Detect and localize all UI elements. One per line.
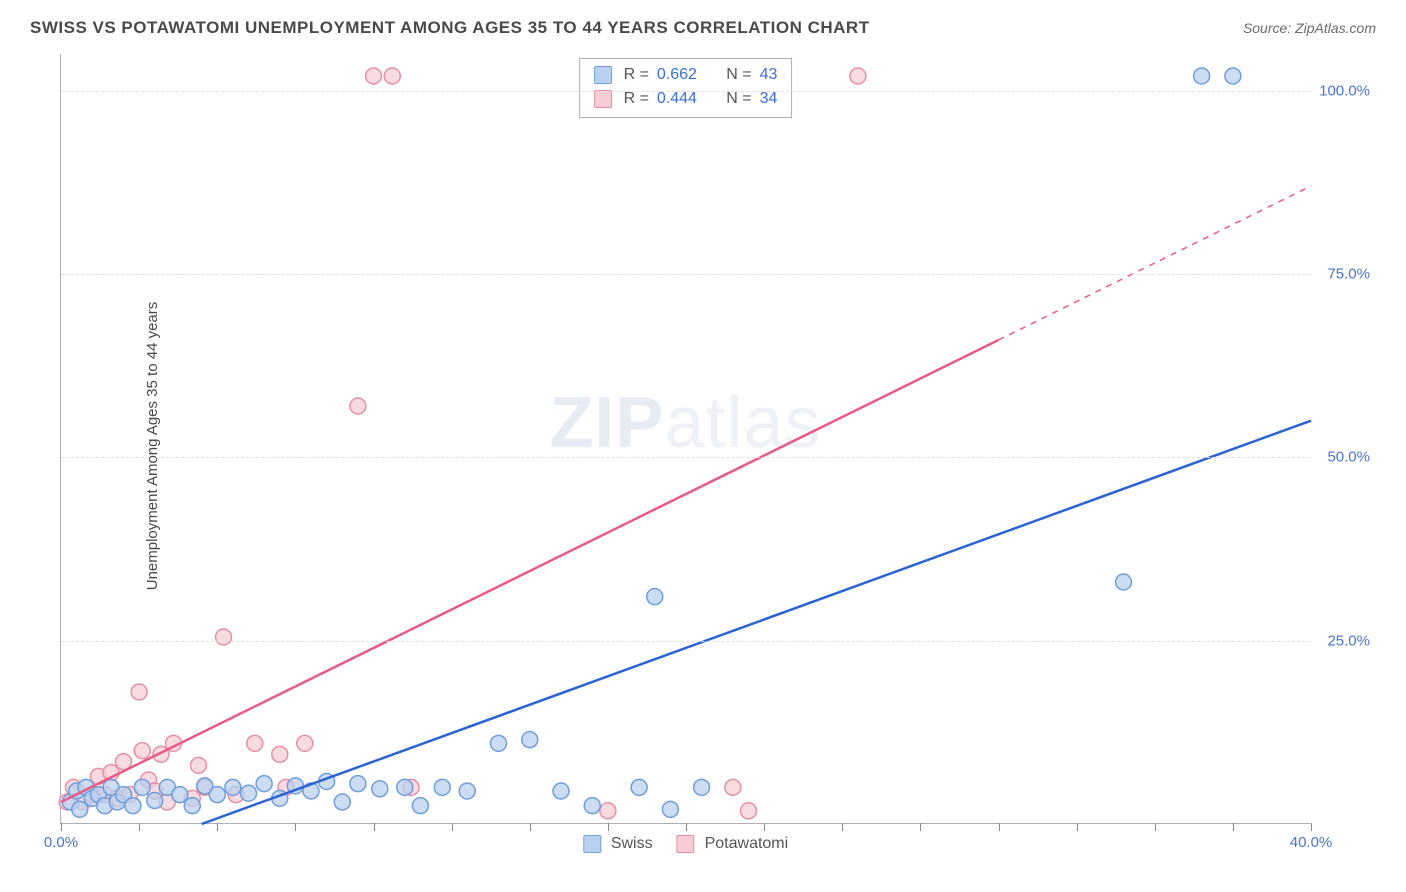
legend-swatch xyxy=(677,835,695,853)
legend-item-swiss: Swiss xyxy=(583,835,653,853)
potawatomi-swatch xyxy=(594,90,612,108)
x-tick xyxy=(999,823,1000,831)
swiss-point xyxy=(172,787,188,803)
x-tick xyxy=(139,823,140,831)
swiss-swatch xyxy=(594,66,612,84)
x-tick xyxy=(374,823,375,831)
x-tick xyxy=(842,823,843,831)
swiss-point xyxy=(1194,68,1210,84)
x-tick xyxy=(452,823,453,831)
plot-area: ZIPatlas R = 0.662 N = 43R = 0.444 N = 3… xyxy=(60,54,1310,824)
swiss-point xyxy=(434,779,450,795)
swiss-point xyxy=(459,783,475,799)
swiss-point xyxy=(412,798,428,814)
y-tick-label: 75.0% xyxy=(1327,266,1370,283)
x-tick xyxy=(608,823,609,831)
x-tick xyxy=(61,823,62,831)
chart-svg xyxy=(61,54,1310,823)
x-tick xyxy=(686,823,687,831)
swiss-point xyxy=(72,801,88,817)
potawatomi-point xyxy=(725,779,741,795)
potawatomi-point xyxy=(216,629,232,645)
swiss-point xyxy=(631,779,647,795)
potawatomi-point xyxy=(350,398,366,414)
swiss-point xyxy=(491,735,507,751)
x-tick xyxy=(1155,823,1156,831)
potawatomi-point xyxy=(191,757,207,773)
y-tick-label: 50.0% xyxy=(1327,449,1370,466)
swiss-point xyxy=(694,779,710,795)
swiss-point xyxy=(662,801,678,817)
x-tick xyxy=(1311,823,1312,831)
swiss-point xyxy=(134,779,150,795)
potawatomi-point xyxy=(272,746,288,762)
swiss-regression-line xyxy=(202,421,1311,824)
swiss-point xyxy=(225,779,241,795)
swiss-point xyxy=(241,785,257,801)
stats-legend-box: R = 0.662 N = 43R = 0.444 N = 34 xyxy=(579,58,793,118)
swiss-point xyxy=(647,589,663,605)
swiss-point xyxy=(1116,574,1132,590)
swiss-point xyxy=(209,787,225,803)
swiss-point xyxy=(522,732,538,748)
swiss-point xyxy=(334,794,350,810)
source-credit: Source: ZipAtlas.com xyxy=(1243,20,1376,36)
potawatomi-point xyxy=(600,803,616,819)
swiss-point xyxy=(553,783,569,799)
gridline xyxy=(61,91,1310,92)
swiss-point xyxy=(125,798,141,814)
legend-swatch xyxy=(583,835,601,853)
legend-item-potawatomi: Potawatomi xyxy=(677,835,789,853)
swiss-point xyxy=(184,798,200,814)
x-tick xyxy=(217,823,218,831)
gridline xyxy=(61,641,1310,642)
potawatomi-point xyxy=(131,684,147,700)
potawatomi-point xyxy=(850,68,866,84)
swiss-point xyxy=(1225,68,1241,84)
potawatomi-point xyxy=(366,68,382,84)
gridline xyxy=(61,457,1310,458)
x-tick-label: 40.0% xyxy=(1290,834,1333,851)
potawatomi-point xyxy=(134,743,150,759)
stats-row-swiss: R = 0.662 N = 43 xyxy=(594,63,778,87)
y-tick-label: 25.0% xyxy=(1327,632,1370,649)
swiss-point xyxy=(372,781,388,797)
potawatomi-point xyxy=(247,735,263,751)
y-tick-label: 100.0% xyxy=(1319,82,1370,99)
x-tick xyxy=(764,823,765,831)
x-tick xyxy=(1233,823,1234,831)
bottom-legend: Swiss Potawatomi xyxy=(583,835,788,853)
swiss-point xyxy=(397,779,413,795)
x-tick xyxy=(530,823,531,831)
potawatomi-regression-extension xyxy=(999,186,1312,340)
x-tick xyxy=(295,823,296,831)
potawatomi-point xyxy=(741,803,757,819)
chart-title: SWISS VS POTAWATOMI UNEMPLOYMENT AMONG A… xyxy=(30,18,870,38)
x-tick-label: 0.0% xyxy=(44,834,78,851)
swiss-point xyxy=(350,776,366,792)
x-tick xyxy=(920,823,921,831)
potawatomi-point xyxy=(384,68,400,84)
swiss-point xyxy=(147,793,163,809)
x-tick xyxy=(1077,823,1078,831)
potawatomi-point xyxy=(297,735,313,751)
gridline xyxy=(61,274,1310,275)
swiss-point xyxy=(584,798,600,814)
swiss-point xyxy=(256,776,272,792)
